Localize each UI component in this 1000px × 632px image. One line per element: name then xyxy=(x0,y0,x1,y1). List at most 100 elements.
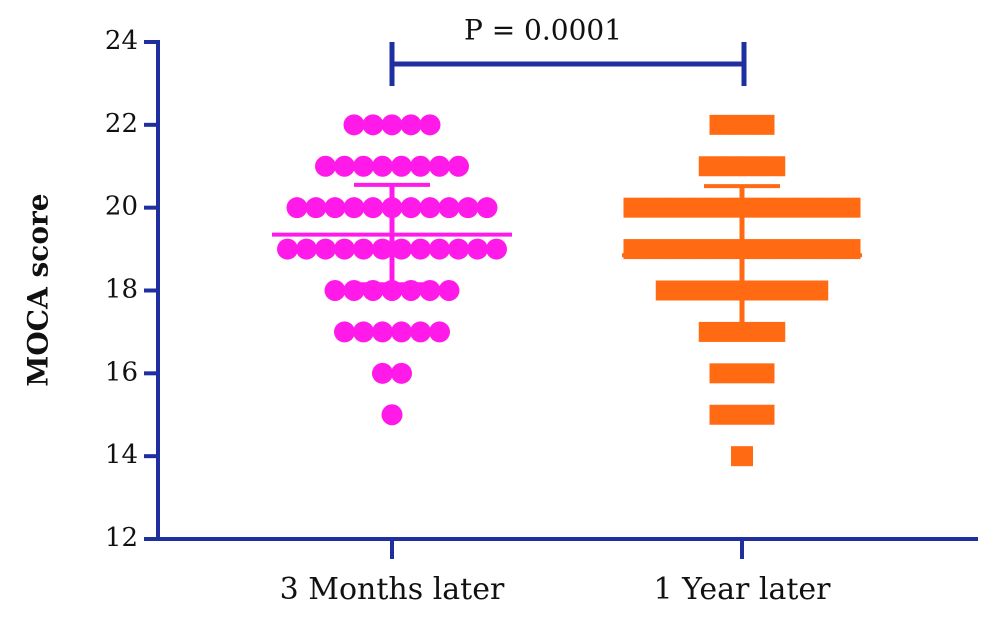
dot-row xyxy=(343,114,441,136)
dot xyxy=(315,238,336,260)
x-tick-label: 3 Months later xyxy=(280,572,505,607)
dot-row xyxy=(286,197,498,219)
dot xyxy=(372,362,393,384)
dot xyxy=(381,404,403,426)
dot xyxy=(666,197,689,218)
dot-row xyxy=(277,238,507,260)
dot xyxy=(720,321,743,342)
dot-row xyxy=(698,156,786,177)
significance-bracket xyxy=(389,42,747,86)
dot xyxy=(698,280,721,301)
dot xyxy=(763,321,786,342)
dot xyxy=(486,238,507,260)
dot-row xyxy=(372,362,412,384)
dot xyxy=(457,197,479,219)
dot xyxy=(720,156,743,177)
dot xyxy=(438,197,460,219)
dot xyxy=(623,197,646,218)
dot xyxy=(741,321,764,342)
dot-row xyxy=(731,446,753,467)
dot xyxy=(752,363,775,384)
dot xyxy=(324,197,346,219)
dot xyxy=(353,155,374,177)
dot xyxy=(429,238,450,260)
dot xyxy=(362,197,384,219)
dot xyxy=(391,238,412,260)
dot xyxy=(410,321,431,343)
dot xyxy=(467,238,488,260)
dot xyxy=(305,197,327,219)
dot xyxy=(400,114,422,136)
y-tick-label: 16 xyxy=(105,357,138,387)
dot xyxy=(372,321,393,343)
dot xyxy=(731,363,753,384)
dot xyxy=(731,404,753,425)
y-tick-label: 20 xyxy=(105,192,138,222)
dot xyxy=(410,155,431,177)
y-tick-label: 14 xyxy=(105,440,138,470)
y-tick-label: 18 xyxy=(105,275,138,305)
dot xyxy=(372,155,393,177)
dot xyxy=(419,197,441,219)
dot xyxy=(334,321,355,343)
dot xyxy=(343,197,365,219)
dot xyxy=(391,362,412,384)
dot xyxy=(362,114,384,136)
dot xyxy=(324,280,346,301)
dot-row xyxy=(334,321,450,343)
y-tick-label: 12 xyxy=(105,523,138,553)
dot xyxy=(286,197,308,219)
dot xyxy=(720,280,743,301)
dot xyxy=(372,238,393,260)
dot xyxy=(315,155,336,177)
dot xyxy=(806,280,829,301)
dot xyxy=(838,197,861,218)
dot xyxy=(391,321,412,343)
dot xyxy=(688,197,710,218)
dot xyxy=(381,114,403,136)
y-tick-label: 22 xyxy=(105,109,138,139)
dot xyxy=(709,197,732,218)
dot xyxy=(419,114,441,136)
dot xyxy=(448,155,469,177)
dot xyxy=(763,156,786,177)
dot xyxy=(677,280,700,301)
dot xyxy=(709,363,732,384)
dot xyxy=(817,197,839,218)
dot-row xyxy=(381,404,403,426)
dot xyxy=(752,114,775,135)
dot-row xyxy=(655,280,829,301)
dot xyxy=(334,238,355,260)
dot xyxy=(774,197,796,218)
p-value: P = 0.0001 xyxy=(464,14,622,47)
dot xyxy=(752,197,775,218)
dot xyxy=(741,280,764,301)
dot xyxy=(353,238,374,260)
dot xyxy=(334,155,355,177)
dot xyxy=(296,238,317,260)
dot xyxy=(277,238,298,260)
dot xyxy=(343,114,365,136)
dot-row xyxy=(709,404,775,425)
dot xyxy=(438,280,460,301)
dot-row xyxy=(709,363,775,384)
dot xyxy=(795,197,818,218)
dot xyxy=(731,446,753,467)
dot xyxy=(429,321,450,343)
dot xyxy=(645,197,667,218)
dot-row xyxy=(709,114,775,135)
axes xyxy=(156,40,978,541)
dot xyxy=(476,197,498,219)
dot xyxy=(429,155,450,177)
dot xyxy=(731,114,753,135)
dot xyxy=(698,156,721,177)
dot xyxy=(741,156,764,177)
dot xyxy=(391,155,412,177)
dot xyxy=(752,404,775,425)
dot-row xyxy=(623,197,861,218)
y-axis-label: MOCA score xyxy=(22,193,55,386)
dot xyxy=(784,280,807,301)
dot xyxy=(763,280,786,301)
dot xyxy=(698,321,721,342)
